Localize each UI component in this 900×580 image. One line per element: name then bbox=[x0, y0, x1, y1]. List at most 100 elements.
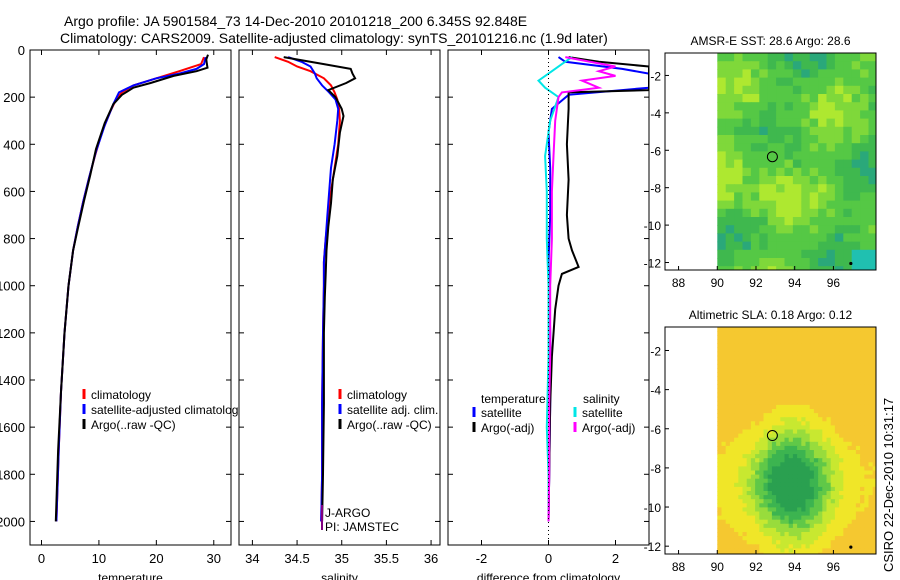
sla_map-cell bbox=[797, 372, 802, 377]
sst_map-cell bbox=[818, 110, 828, 120]
sla_map-cell bbox=[809, 548, 815, 554]
sla_map-cell bbox=[855, 433, 861, 439]
sla_map-cell bbox=[750, 396, 756, 402]
sla_map-cell bbox=[855, 495, 861, 500]
sla_map-cell bbox=[767, 491, 773, 496]
sla_map-frame bbox=[664, 326, 877, 555]
sst_map-cell bbox=[834, 94, 844, 103]
sla_map-cell bbox=[750, 544, 756, 549]
sla_map-cell bbox=[734, 458, 739, 463]
sst_map-cell bbox=[868, 241, 876, 251]
sla_map-cell bbox=[797, 396, 802, 402]
sla_map-cell bbox=[801, 339, 807, 344]
sla_map-cell bbox=[855, 343, 861, 349]
sla_map-cell bbox=[860, 478, 865, 484]
sst_map-cell bbox=[826, 176, 836, 185]
sla_map-cell bbox=[855, 388, 861, 394]
sla_map-cell bbox=[717, 404, 723, 410]
sla_map-cell bbox=[738, 343, 744, 349]
sla_map-cell bbox=[872, 499, 876, 504]
sla_map-cell bbox=[813, 335, 819, 340]
sla_map-cell bbox=[834, 429, 840, 435]
sla_map-cell bbox=[734, 339, 739, 344]
sst_map-cell bbox=[759, 258, 769, 267]
sla_map-cell bbox=[843, 417, 849, 422]
sla_map-cell bbox=[763, 376, 769, 381]
sla_map-cell bbox=[738, 331, 744, 336]
sla_map-cell bbox=[784, 486, 790, 492]
sla_map-cell bbox=[771, 368, 777, 373]
sla_map-cell bbox=[797, 327, 802, 332]
sst_map-cell bbox=[742, 233, 752, 243]
sst_map-cell bbox=[725, 94, 735, 103]
sla_map-cell bbox=[851, 552, 857, 554]
sst_map-cell bbox=[717, 266, 727, 270]
sla_map-cell bbox=[750, 462, 756, 467]
sla_map-cell bbox=[864, 372, 870, 377]
sst_map-cell bbox=[860, 266, 870, 270]
sst_map-cell bbox=[860, 53, 870, 62]
sst_map-cell bbox=[725, 77, 735, 87]
sst_map-cell bbox=[776, 118, 786, 128]
sla_map-cell bbox=[759, 327, 765, 332]
sla_map-cell bbox=[839, 445, 844, 451]
sla_map-cell bbox=[780, 454, 786, 459]
sla_map-cell bbox=[729, 536, 735, 541]
sla_map-cell bbox=[717, 425, 723, 431]
temperature-panel: 0102030020040060080010001200140016001800… bbox=[0, 43, 244, 580]
sst_map-cell bbox=[759, 143, 769, 152]
sla_map-cell bbox=[797, 527, 802, 533]
sst_map-cell bbox=[851, 135, 861, 144]
sla_map-cell bbox=[725, 429, 731, 435]
sla_map-cell bbox=[734, 425, 739, 431]
sla_map-cell bbox=[738, 503, 744, 508]
sla_map-cell bbox=[834, 515, 840, 521]
sla_map-cell bbox=[746, 462, 752, 467]
sla_map-cell bbox=[843, 429, 849, 435]
sla_map-cell bbox=[746, 474, 752, 480]
sla_map-cell bbox=[729, 413, 735, 418]
sst_map-cell bbox=[725, 159, 735, 169]
sla_map-cell bbox=[734, 532, 739, 537]
sla_map-cell bbox=[839, 499, 844, 504]
sla_map-cell bbox=[767, 396, 773, 402]
sla_map-cell bbox=[729, 540, 735, 545]
sst_map-cell bbox=[818, 53, 828, 62]
sla_map-cell bbox=[746, 511, 752, 517]
sst_map-cell bbox=[776, 126, 786, 136]
sla_map-cell bbox=[788, 515, 794, 521]
sla_map-cell bbox=[755, 417, 760, 422]
sst_map-cell bbox=[776, 94, 786, 103]
sla_map-cell bbox=[830, 536, 836, 541]
sla_map-cell bbox=[759, 417, 765, 422]
sla_map-cell bbox=[834, 441, 840, 447]
sst_map-cell bbox=[809, 77, 819, 87]
sla_map-cell bbox=[813, 359, 819, 365]
sla_map-cell bbox=[776, 413, 781, 418]
sla_map-cell bbox=[818, 536, 823, 541]
sst_map-cell bbox=[868, 233, 876, 243]
sla_map-cell bbox=[818, 363, 823, 369]
sla_map-cell bbox=[826, 532, 832, 537]
sla_map-cell bbox=[759, 376, 765, 381]
sst_map-cell bbox=[818, 167, 828, 177]
sst_map-cell bbox=[792, 266, 802, 270]
sla_map-cell bbox=[809, 519, 815, 525]
sla_map-cell bbox=[818, 540, 823, 545]
sla_map-cell bbox=[767, 376, 773, 381]
difference-legend-header-temperature: temperature bbox=[481, 392, 546, 406]
sst_map-xtick-label: 96 bbox=[827, 276, 841, 290]
sst_map-cell bbox=[776, 53, 786, 62]
sla_map-cell bbox=[734, 363, 739, 369]
sla_map-cell bbox=[788, 417, 794, 422]
sla_map-cell bbox=[822, 372, 828, 377]
sst_map-cell bbox=[767, 118, 777, 128]
sla_map-ytick-label: -10 bbox=[644, 501, 662, 515]
sla_map-cell bbox=[776, 486, 781, 492]
sla_map-cell bbox=[717, 445, 723, 451]
sst_map-cell bbox=[750, 102, 760, 111]
sla_map-cell bbox=[767, 511, 773, 517]
sla_map-cell bbox=[776, 540, 781, 545]
sla_map-cell bbox=[771, 413, 777, 418]
sla_map-cell bbox=[864, 486, 870, 492]
